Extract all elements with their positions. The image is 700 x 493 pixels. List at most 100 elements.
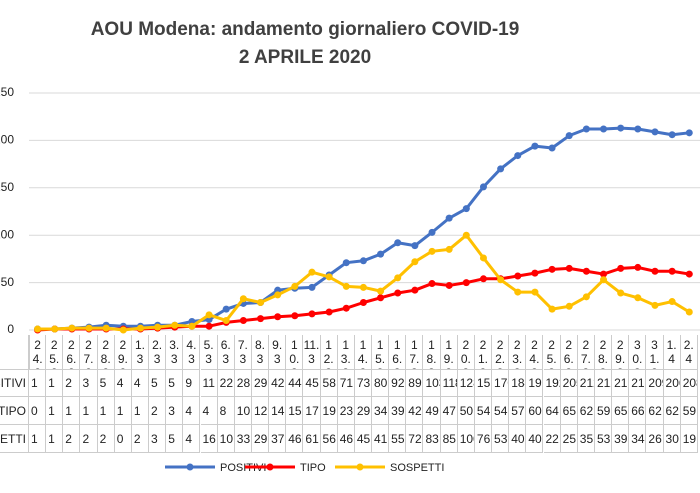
data-point bbox=[154, 323, 162, 331]
table-value: 54 bbox=[474, 397, 493, 425]
x-tick-label: 18.3 bbox=[423, 335, 441, 370]
table-value: 10 bbox=[217, 425, 235, 453]
table-value: 2 bbox=[80, 425, 98, 453]
table-value: 46 bbox=[337, 425, 355, 453]
table-value: 15 bbox=[286, 397, 304, 425]
data-point bbox=[497, 165, 505, 173]
table-value: 92 bbox=[389, 370, 407, 397]
table-value: 5 bbox=[166, 425, 184, 453]
table-value: 151 bbox=[474, 370, 493, 397]
table-value: 73 bbox=[354, 370, 372, 397]
table-value: 1 bbox=[29, 425, 47, 453]
table-value: 40 bbox=[509, 425, 527, 453]
data-point bbox=[394, 289, 402, 297]
data-point bbox=[428, 280, 436, 288]
table-value: 2 bbox=[63, 370, 81, 397]
data-point bbox=[600, 276, 608, 284]
table-value: 26 bbox=[646, 425, 664, 453]
table-value: 45 bbox=[303, 370, 321, 397]
table-value: 54 bbox=[492, 397, 510, 425]
table-value: 1 bbox=[63, 397, 81, 425]
table-value: 65 bbox=[560, 397, 578, 425]
data-point bbox=[171, 321, 179, 329]
chart-subtitle: 2 APRILE 2020 bbox=[239, 47, 371, 68]
table-value: 11 bbox=[200, 370, 218, 397]
data-point bbox=[531, 269, 539, 277]
data-point bbox=[634, 125, 642, 133]
table-value: 53 bbox=[594, 425, 613, 453]
table-value: 212 bbox=[594, 370, 613, 397]
data-point bbox=[222, 305, 230, 313]
data-point bbox=[548, 144, 556, 152]
table-value: 209 bbox=[646, 370, 664, 397]
x-tick-label: 24.3 bbox=[526, 335, 544, 370]
table-value: 212 bbox=[629, 370, 647, 397]
data-point bbox=[617, 124, 625, 132]
x-tick-label: 9.3 bbox=[269, 335, 287, 370]
chart-title: AOU Modena: andamento giornaliero COVID-… bbox=[91, 19, 520, 40]
y-tick-label: 150 bbox=[0, 180, 14, 194]
table-value: 212 bbox=[577, 370, 595, 397]
x-tick-label: 8.3 bbox=[251, 335, 270, 370]
table-value: 30 bbox=[663, 425, 681, 453]
data-point bbox=[274, 291, 282, 299]
data-point bbox=[274, 313, 282, 321]
table-value: 5 bbox=[166, 370, 184, 397]
x-tick-label: 4.3 bbox=[183, 335, 201, 370]
table-value: 46 bbox=[286, 425, 304, 453]
table-value: 58 bbox=[320, 370, 338, 397]
x-tick-label: 15.3 bbox=[372, 335, 390, 370]
table-value: 29 bbox=[251, 425, 270, 453]
data-point bbox=[205, 322, 213, 330]
x-tick-label: 28.3 bbox=[594, 335, 613, 370]
table-value: 35 bbox=[577, 425, 595, 453]
data-point bbox=[479, 275, 487, 283]
table-value: 59 bbox=[680, 397, 698, 425]
data-point bbox=[497, 276, 505, 284]
x-tick-label: 31.3 bbox=[646, 335, 664, 370]
data-point bbox=[685, 129, 693, 137]
data-point bbox=[668, 298, 676, 306]
table-value: 0 bbox=[29, 397, 47, 425]
table-value: 28 bbox=[234, 370, 252, 397]
table-value: 89 bbox=[406, 370, 424, 397]
table-value: 62 bbox=[577, 397, 595, 425]
data-point bbox=[291, 312, 299, 320]
data-point bbox=[668, 267, 676, 275]
x-tick-label: 20.3 bbox=[457, 335, 475, 370]
data-point bbox=[377, 287, 385, 295]
data-point bbox=[445, 214, 453, 222]
y-tick-label: 100 bbox=[0, 227, 14, 241]
data-point bbox=[359, 299, 367, 307]
data-point bbox=[582, 267, 590, 275]
data-point bbox=[102, 324, 110, 332]
x-tick-label: 25.3 bbox=[543, 335, 561, 370]
table-value: 206 bbox=[663, 370, 681, 397]
x-tick-label: 26.2 bbox=[63, 335, 81, 370]
table-value: 8 bbox=[217, 397, 235, 425]
table-value: 71 bbox=[337, 370, 355, 397]
table-value: 65 bbox=[612, 397, 630, 425]
data-point bbox=[411, 242, 419, 250]
y-tick-label: 250 bbox=[0, 85, 14, 99]
table-value: 118 bbox=[440, 370, 458, 397]
data-point bbox=[308, 310, 316, 318]
legend-marker bbox=[186, 463, 194, 471]
data-point bbox=[257, 315, 265, 323]
data-point bbox=[617, 264, 625, 272]
x-tick-label: 22.3 bbox=[492, 335, 510, 370]
table-value: 1 bbox=[46, 370, 64, 397]
table-value: 49 bbox=[423, 397, 441, 425]
x-tick-label: 2.4 bbox=[680, 335, 698, 370]
table-value: 2 bbox=[149, 397, 167, 425]
table-value: 213 bbox=[612, 370, 630, 397]
table-value: 42 bbox=[406, 397, 424, 425]
data-point bbox=[68, 324, 76, 332]
y-tick-label: 50 bbox=[1, 275, 15, 289]
table-value: 3 bbox=[80, 370, 98, 397]
table-value: 44 bbox=[286, 370, 304, 397]
data-point bbox=[411, 258, 419, 266]
x-tick-label: 16.3 bbox=[389, 335, 407, 370]
legend-label: POSITIVI bbox=[220, 462, 266, 474]
table-value: 5 bbox=[97, 370, 115, 397]
